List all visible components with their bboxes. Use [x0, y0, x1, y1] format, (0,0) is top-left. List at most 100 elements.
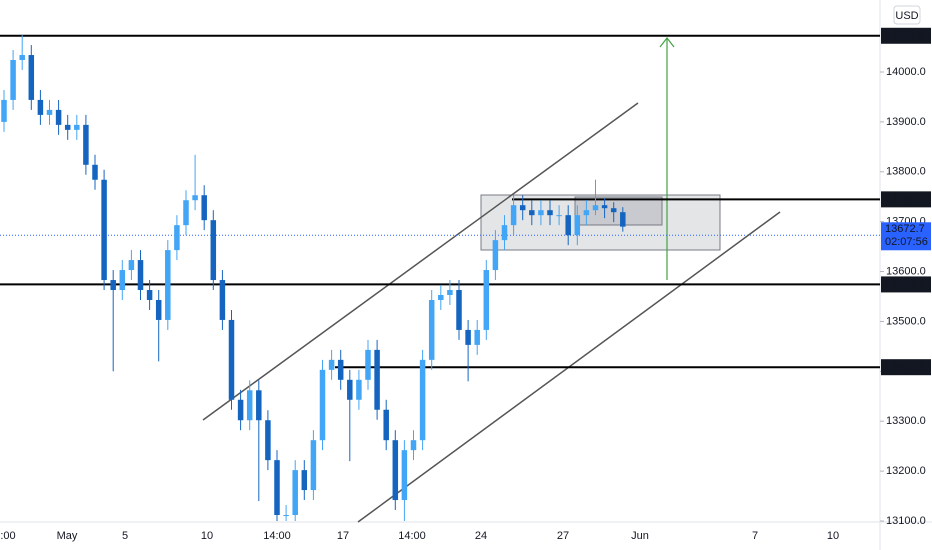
last-price-box — [881, 222, 931, 251]
candle-body — [183, 200, 189, 226]
candle-body — [37, 99, 44, 115]
candle-body — [447, 290, 453, 296]
level-label: 13408.3 — [885, 361, 925, 373]
candle-body — [547, 210, 553, 216]
y-tick-label: 13500.0 — [886, 315, 926, 327]
x-tick-label: 17 — [337, 530, 349, 542]
candle-body — [401, 450, 408, 501]
candle-body — [128, 260, 135, 271]
candle-body — [64, 124, 71, 130]
candle-body — [265, 420, 271, 461]
currency-box — [893, 5, 921, 25]
target-arrow-head — [659, 37, 675, 48]
candle-body — [310, 440, 317, 491]
candle-body — [438, 295, 444, 300]
channel-upper — [202, 102, 639, 421]
candle-body — [483, 270, 490, 330]
candle-body — [601, 205, 608, 209]
candle-body — [328, 359, 335, 370]
candle-body — [337, 359, 344, 380]
level-label: 13744.7 — [885, 193, 925, 205]
candle-body — [319, 369, 326, 441]
candle-body — [347, 379, 353, 400]
candle-body — [274, 460, 280, 516]
x-tick-label: 27 — [557, 530, 569, 542]
candle-body — [210, 220, 217, 281]
candle-body — [219, 280, 226, 320]
level-label-box — [881, 191, 931, 208]
candle-body — [519, 205, 526, 211]
candle-body — [174, 225, 180, 251]
candle-body — [374, 349, 380, 410]
candle-body — [137, 260, 144, 291]
candle-body — [237, 399, 244, 421]
candle-body — [119, 270, 126, 291]
x-tick-label: 10 — [827, 530, 839, 542]
candle-body — [510, 205, 517, 226]
x-tick-label: 24 — [475, 530, 487, 542]
candle-body — [92, 164, 98, 180]
candle-body — [620, 212, 626, 227]
level-label: 13574.2 — [885, 278, 925, 290]
x-tick-label: 7 — [752, 530, 758, 542]
y-tick-label: 13100.0 — [886, 515, 926, 527]
candle-body — [28, 55, 35, 100]
candle-body — [492, 240, 499, 271]
candle-body — [456, 290, 462, 330]
y-tick-label: 13300.0 — [886, 415, 926, 427]
level-label: 14072.6 — [885, 30, 925, 42]
x-tick-label: Jun — [631, 530, 649, 542]
candle-body — [256, 390, 262, 421]
candle-body — [55, 109, 62, 125]
inner-box — [574, 196, 663, 226]
x-tick-label: :00 — [0, 530, 15, 542]
x-tick-label: May — [57, 530, 78, 542]
candle-body — [610, 208, 617, 213]
candle-body — [301, 470, 308, 491]
candle-body — [583, 210, 590, 216]
candle-body — [410, 440, 417, 451]
candle-body — [46, 109, 53, 115]
level-label-box — [881, 276, 931, 293]
candle-body — [19, 55, 25, 61]
candle-body — [565, 215, 571, 236]
candle-body — [83, 124, 89, 165]
candle-body — [192, 195, 198, 201]
candle-body — [501, 225, 508, 241]
candle-body — [383, 409, 389, 441]
range-box — [480, 194, 721, 251]
candle-body — [246, 390, 253, 421]
candle-body — [228, 319, 235, 400]
x-tick-label: 5 — [122, 530, 128, 542]
countdown: 02:07:56 — [885, 236, 928, 248]
candle-body — [556, 215, 562, 217]
y-tick-label: 13900.0 — [886, 116, 926, 128]
y-tick-label: 13200.0 — [886, 465, 926, 477]
candle-body — [201, 195, 207, 221]
candle-body — [155, 299, 162, 320]
candle-body — [574, 215, 581, 236]
candle-body — [538, 210, 544, 216]
candle-body — [101, 179, 107, 281]
level-label-box — [881, 27, 931, 44]
y-tick-label: 13800.0 — [886, 166, 926, 178]
x-tick-label: 14:00 — [263, 530, 291, 542]
candle-body — [428, 299, 435, 360]
candle-body — [110, 280, 116, 291]
candle-body — [292, 470, 298, 516]
candle-body — [1, 99, 7, 122]
candle-body — [10, 60, 16, 100]
candle-body — [465, 329, 471, 345]
candle-body — [365, 349, 371, 380]
candle-body — [356, 379, 362, 400]
candle-body — [392, 440, 399, 501]
candle-body — [419, 359, 426, 441]
x-tick-label: 14:00 — [398, 530, 426, 542]
currency: USD — [895, 10, 918, 22]
candle-body — [283, 515, 289, 517]
y-tick-label: 14000.0 — [886, 66, 926, 78]
candle-body — [474, 329, 480, 345]
x-tick-label: 10 — [201, 530, 213, 542]
